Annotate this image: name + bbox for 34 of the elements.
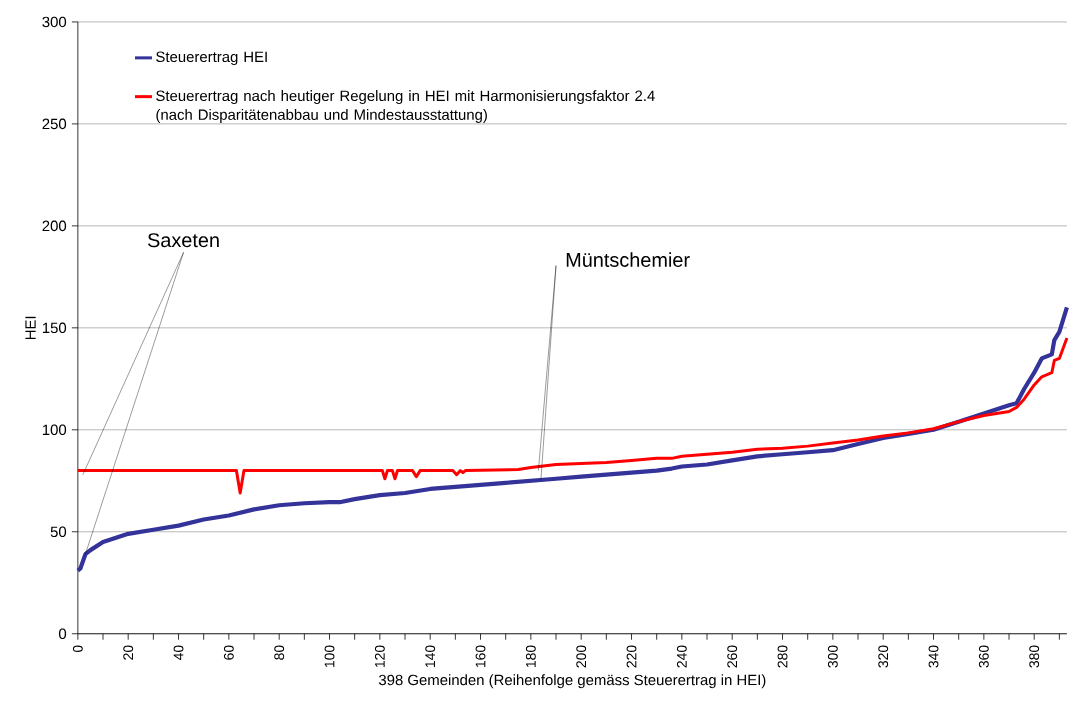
y-axis-title: HEI (25, 316, 36, 340)
x-tick-label: 100 (324, 645, 335, 668)
x-tick-label: 360 (978, 645, 989, 668)
x-tick-label: 260 (727, 645, 738, 668)
x-tick-label: 0 (72, 645, 83, 653)
annotation: Saxeten (147, 233, 219, 248)
x-tick-label: 20 (123, 645, 134, 660)
y-tick-label: 150 (42, 322, 67, 334)
x-tick-label: 140 (425, 645, 436, 668)
y-tick-label: 0 (58, 628, 67, 640)
y-tick-label: 200 (42, 220, 67, 232)
x-tick-label: 60 (223, 645, 234, 660)
x-axis-title: 398 Gemeinden (Reihenfolge gemäss Steuerertrag in HEI) (378, 674, 766, 689)
y-tick-label: 50 (50, 526, 67, 538)
line-series (76, 336, 1069, 495)
x-tick-label: 160 (475, 645, 486, 668)
x-tick-label: 180 (525, 645, 536, 668)
x-tick-label: 200 (576, 645, 587, 668)
x-tick-label: 80 (274, 645, 285, 660)
x-tick-label: 320 (878, 645, 889, 668)
x-tick-label: 40 (173, 645, 184, 661)
y-tick-label: 100 (42, 424, 67, 436)
x-tick-label: 120 (374, 645, 385, 668)
legend-label: Steuerertrag HEI (156, 51, 267, 66)
x-tick-label: 340 (928, 645, 939, 668)
x-tick-label: 280 (777, 645, 788, 668)
x-tick-label: 240 (676, 645, 687, 668)
annotation: Müntschemier (566, 252, 690, 268)
y-tick-label: 250 (42, 118, 67, 130)
x-tick-label: 220 (626, 645, 637, 668)
y-tick-label: 300 (42, 16, 67, 28)
x-tick-label: 380 (1029, 645, 1040, 668)
legend-label: Steuerertrag nach heutiger Regelung in HEI mit Harmonisierungsfaktor 2.4 (nach Disparitätenabbau und Mindestausstattung) (156, 90, 655, 124)
x-tick-label: 300 (827, 645, 838, 668)
